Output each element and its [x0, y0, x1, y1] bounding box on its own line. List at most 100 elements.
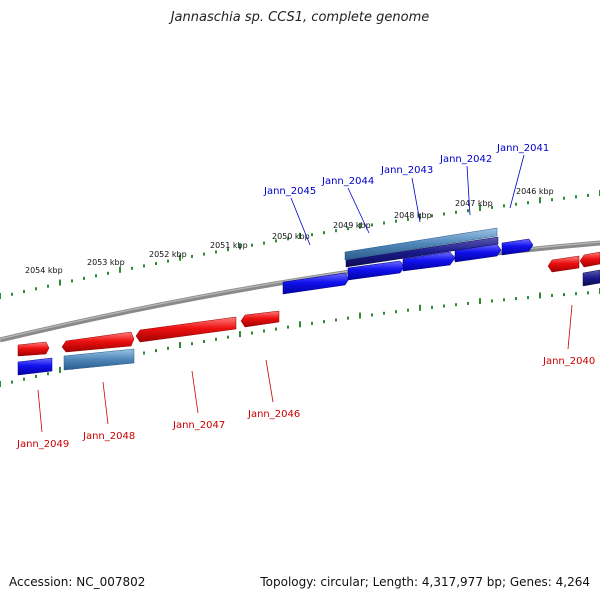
- minor-tick: [335, 229, 337, 233]
- major-tick: [179, 342, 181, 348]
- minor-tick: [23, 377, 25, 381]
- minor-tick: [143, 351, 145, 355]
- minor-tick: [407, 217, 409, 221]
- minor-tick: [227, 248, 229, 252]
- minor-tick: [371, 313, 373, 317]
- map-title: Jannaschia sp. CCS1, complete genome: [170, 10, 430, 25]
- gene-lower-left[interactable]: [17, 357, 53, 376]
- major-tick: [539, 197, 541, 204]
- minor-tick: [215, 337, 217, 341]
- minor-tick: [11, 292, 13, 296]
- minor-tick: [11, 380, 13, 384]
- minor-tick: [71, 279, 73, 283]
- minor-tick: [431, 305, 433, 309]
- minor-tick: [47, 284, 49, 288]
- minor-tick: [455, 210, 457, 214]
- major-tick: [119, 266, 121, 273]
- major-tick: [359, 222, 361, 229]
- minor-tick: [551, 294, 553, 297]
- gene-label-jann-2042[interactable]: Jann_2042: [439, 154, 492, 165]
- minor-tick: [515, 297, 517, 301]
- minor-tick: [323, 231, 325, 235]
- minor-tick: [503, 298, 505, 302]
- label-leaders: [37, 154, 573, 433]
- minor-tick: [383, 221, 385, 225]
- rna-feature-lower[interactable]: [63, 348, 135, 371]
- outer-tick-ring: [0, 190, 600, 299]
- major-tick: [359, 312, 361, 319]
- minor-tick: [275, 239, 277, 243]
- minor-tick: [311, 233, 313, 237]
- minor-tick: [443, 304, 445, 308]
- minor-tick: [95, 274, 97, 278]
- gene-jann-2048[interactable]: [61, 331, 135, 353]
- gene-jann-2040[interactable]: [547, 255, 580, 273]
- major-tick: [419, 213, 421, 220]
- major-tick: [59, 279, 61, 286]
- minor-tick: [587, 193, 589, 197]
- major-tick: [299, 321, 301, 328]
- accession-text: Accession: NC_007802: [9, 575, 146, 589]
- gene-dark-band[interactable]: [345, 236, 499, 268]
- major-tick: [239, 331, 241, 338]
- major-tick: [59, 366, 61, 373]
- major-tick: [0, 381, 1, 387]
- gene-label-jann-2043[interactable]: Jann_2043: [380, 165, 433, 176]
- minor-tick: [335, 318, 337, 322]
- gene-jann-2045[interactable]: [282, 272, 350, 295]
- minor-tick: [167, 346, 169, 350]
- gene-label-jann-2048[interactable]: Jann_2048: [82, 431, 135, 442]
- gene-jann-2043[interactable]: [402, 251, 456, 272]
- minor-tick: [503, 204, 505, 208]
- topology-text: Topology: circular; Length: 4,317,977 bp…: [260, 575, 590, 589]
- minor-tick: [155, 262, 157, 265]
- gene-jann-2046[interactable]: [240, 310, 280, 328]
- minor-tick: [467, 209, 469, 213]
- minor-tick: [347, 316, 349, 320]
- gene-jann-2049[interactable]: [17, 341, 50, 357]
- minor-tick: [203, 252, 205, 256]
- major-tick: [419, 304, 421, 311]
- rna-feature-upper[interactable]: [344, 227, 498, 261]
- minor-tick: [167, 259, 169, 263]
- major-tick: [479, 298, 481, 305]
- gene-dark-right-edge[interactable]: [582, 269, 600, 287]
- minor-tick: [323, 320, 325, 324]
- minor-tick: [587, 291, 589, 295]
- gene-label-jann-2049[interactable]: Jann_2049: [16, 439, 69, 450]
- reverse-genes: [17, 236, 600, 376]
- minor-tick: [203, 340, 205, 343]
- gene-jann-2047[interactable]: [135, 316, 237, 343]
- minor-tick: [215, 250, 217, 254]
- major-tick: [479, 205, 481, 211]
- gene-label-jann-2046[interactable]: Jann_2046: [247, 409, 300, 420]
- gene-label-jann-2041[interactable]: Jann_2041: [496, 143, 549, 154]
- gene-label-jann-2040[interactable]: Jann_2040: [542, 356, 595, 367]
- minor-tick: [251, 331, 253, 335]
- gene-label-jann-2044[interactable]: Jann_2044: [321, 176, 374, 187]
- kbp-label: 2048 kbp: [394, 211, 432, 220]
- minor-tick: [383, 311, 385, 315]
- minor-tick: [527, 296, 529, 300]
- minor-tick: [191, 254, 193, 258]
- minor-tick: [395, 310, 397, 314]
- minor-tick: [491, 205, 493, 209]
- kbp-label: 2049 kbp: [333, 221, 371, 230]
- gene-label-jann-2047[interactable]: Jann_2047: [172, 420, 225, 431]
- minor-tick: [155, 349, 157, 353]
- minor-tick: [395, 219, 397, 223]
- major-tick: [0, 293, 1, 299]
- gene-jann-2044[interactable]: [347, 260, 405, 281]
- minor-tick: [47, 372, 49, 376]
- kbp-label: 2050 kbp: [272, 232, 310, 241]
- minor-tick: [263, 241, 265, 245]
- gene-jann-2041[interactable]: [501, 238, 534, 256]
- rna-features: [63, 227, 498, 371]
- minor-tick: [191, 342, 193, 346]
- minor-tick: [551, 198, 553, 202]
- gene-right-edge[interactable]: [579, 251, 600, 268]
- minor-tick: [575, 195, 577, 199]
- kbp-label: 2054 kbp: [25, 266, 63, 275]
- gene-label-jann-2045[interactable]: Jann_2045: [263, 186, 316, 197]
